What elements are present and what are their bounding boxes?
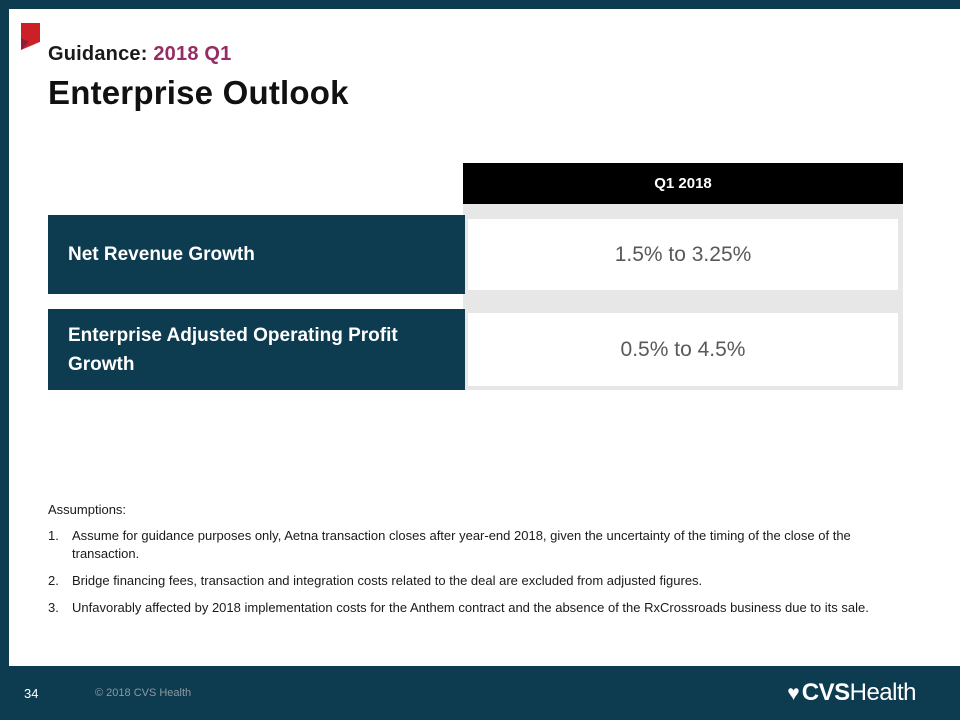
list-item-number: 2.	[48, 573, 59, 588]
table-row-value: 0.5% to 4.5%	[468, 313, 898, 386]
logo-cvs-text: CVS	[801, 679, 850, 706]
assumptions-section: Assumptions: 1. Assume for guidance purp…	[48, 502, 906, 626]
list-item-number: 1.	[48, 528, 59, 543]
list-item-text: Bridge financing fees, transaction and i…	[72, 573, 703, 588]
row-value-text: 1.5% to 3.25%	[614, 242, 752, 266]
flag-icon	[21, 23, 40, 50]
assumptions-heading: Assumptions:	[48, 502, 127, 517]
slide-footer: 34 © 2018 CVS Health ♥ CVS Health	[0, 666, 960, 720]
kicker-label: Guidance:	[48, 43, 148, 65]
table-row-label: Net Revenue Growth	[48, 215, 465, 294]
list-item-text: Unfavorably affected by 2018 implementat…	[72, 600, 869, 615]
table-row-value: 1.5% to 3.25%	[468, 219, 898, 290]
column-header-label: Q1 2018	[654, 175, 712, 192]
flag-icon-fold	[21, 38, 29, 50]
table-column-header: Q1 2018	[463, 163, 903, 204]
list-item: 2. Bridge financing fees, transaction an…	[48, 572, 906, 590]
list-item: 1. Assume for guidance purposes only, Ae…	[48, 527, 906, 563]
list-item: 3. Unfavorably affected by 2018 implemen…	[48, 599, 906, 617]
row-value-text: 0.5% to 4.5%	[620, 337, 746, 361]
copyright-text: © 2018 CVS Health	[95, 687, 192, 699]
list-item-number: 3.	[48, 600, 59, 615]
row-label-text: Net Revenue Growth	[68, 244, 255, 265]
top-accent-bar	[0, 0, 960, 9]
logo-health-text: Health	[849, 679, 917, 706]
list-item-text: Assume for guidance purposes only, Aetna…	[72, 528, 851, 561]
left-accent-bar	[0, 0, 9, 666]
heart-icon: ♥	[787, 681, 800, 705]
cvs-health-logo: ♥ CVS Health	[787, 666, 916, 720]
row-label-text: Enterprise Adjusted Operating Profit Gro…	[68, 324, 398, 375]
table-row-label: Enterprise Adjusted Operating Profit Gro…	[48, 309, 465, 390]
page-title: Enterprise Outlook	[48, 74, 349, 111]
slide-kicker: Guidance: 2018 Q1	[48, 43, 232, 66]
kicker-value: 2018 Q1	[153, 43, 232, 65]
page-number: 34	[24, 685, 39, 701]
